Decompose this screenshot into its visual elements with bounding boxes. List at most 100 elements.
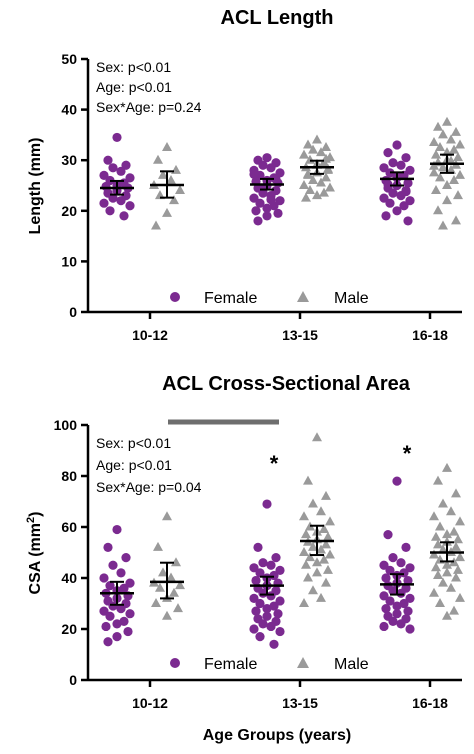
data-point-male (455, 516, 465, 526)
legend-female-marker (170, 658, 180, 668)
y-axis-label-csa: CSA (mm2) (25, 512, 44, 595)
data-point-male (442, 462, 452, 472)
data-point-female (108, 601, 118, 611)
data-point-female (399, 568, 409, 578)
data-point-male (451, 572, 461, 582)
x-axis-length: 10-12 13-15 16-18 (88, 310, 462, 343)
data-point-male (316, 592, 326, 602)
data-point-male (455, 139, 465, 149)
data-point-male (303, 475, 313, 485)
data-point-male (323, 531, 333, 541)
data-point-female (255, 198, 265, 208)
x-tick-label: 16-18 (412, 327, 448, 343)
data-point-female (396, 558, 406, 568)
data-point-female (385, 596, 395, 606)
data-point-male (175, 185, 185, 195)
stat-line-2-csa: Age: p<0.01 (96, 457, 172, 473)
data-point-female (396, 160, 406, 170)
data-point-female (379, 560, 389, 570)
data-point-female (125, 578, 135, 588)
y-axis-label-csa-main: CSA (mm (27, 523, 44, 594)
data-point-female (116, 166, 126, 176)
y-axis-length: 0 10 20 30 40 50 (61, 51, 90, 320)
data-point-male (299, 547, 309, 556)
data-point-male (321, 539, 331, 549)
data-point-male (325, 549, 335, 559)
data-point-female (249, 193, 259, 203)
data-point-male (438, 162, 448, 172)
data-point-male (321, 142, 331, 152)
data-point-female (123, 626, 133, 637)
chart-title-csa: ACL Cross-Sectional Area (162, 373, 411, 395)
data-point-male (438, 577, 448, 587)
data-point-female (269, 570, 279, 581)
data-point-male (446, 155, 456, 165)
data-point-female (275, 196, 285, 206)
data-point-male (308, 144, 318, 154)
data-point-female (403, 178, 413, 188)
data-point-male (325, 516, 335, 526)
data-point-female (251, 575, 261, 586)
data-point-female (105, 611, 115, 621)
data-point-male (442, 559, 452, 569)
data-point-male (429, 167, 439, 177)
data-point-male (169, 195, 179, 205)
data-point-female (119, 616, 129, 626)
data-point-male (158, 169, 168, 179)
data-point-male (446, 582, 456, 592)
data-point-male (319, 187, 329, 197)
data-point-female (388, 586, 398, 596)
data-point-male (431, 531, 441, 541)
data-point-female (405, 165, 415, 175)
data-point-female (262, 611, 272, 621)
data-point-male (429, 549, 439, 559)
data-point-female (266, 560, 276, 570)
data-point-female (116, 604, 126, 614)
data-point-female (266, 163, 276, 173)
data-point-male (316, 147, 326, 157)
data-point-female (99, 573, 109, 583)
data-point-male (433, 569, 443, 579)
data-point-male (429, 136, 439, 146)
x-tick-label: 10-12 (132, 695, 168, 711)
data-point-male (151, 598, 161, 607)
data-point-female (103, 542, 113, 553)
data-point-female (383, 148, 393, 158)
data-point-female (403, 216, 413, 226)
data-point-female (401, 542, 411, 553)
data-point-female (383, 179, 393, 190)
data-point-female (101, 621, 111, 632)
data-point-male (455, 552, 465, 562)
data-point-female (271, 553, 281, 563)
y-tick-label: 0 (69, 304, 77, 320)
data-point-male (301, 529, 311, 539)
y-axis-label-csa-close: ) (27, 512, 44, 517)
data-point-female (125, 201, 135, 211)
plot-area-length (99, 116, 465, 230)
legend-length: Female Male (170, 290, 369, 307)
data-point-male (319, 524, 329, 534)
legend-female-label: Female (204, 290, 257, 307)
data-point-female (385, 565, 395, 575)
data-point-male (453, 190, 463, 200)
data-point-female (112, 132, 122, 143)
data-point-female (253, 216, 263, 226)
data-point-male (171, 557, 181, 567)
data-point-female (405, 624, 415, 634)
data-point-female (379, 621, 389, 632)
legend-csa: Female Male (170, 656, 369, 673)
significance-star-13-15: * (270, 451, 279, 476)
data-point-female (258, 619, 268, 629)
data-point-male (449, 526, 459, 536)
data-point-female (392, 206, 402, 216)
data-point-female (119, 583, 129, 593)
data-point-male (321, 172, 331, 182)
data-point-female (271, 174, 281, 185)
data-point-female (392, 476, 402, 486)
legend-female-marker (170, 292, 180, 302)
plot-area-csa (99, 432, 465, 649)
data-point-female (381, 604, 391, 614)
data-point-female (99, 198, 109, 208)
data-point-female (396, 619, 406, 629)
